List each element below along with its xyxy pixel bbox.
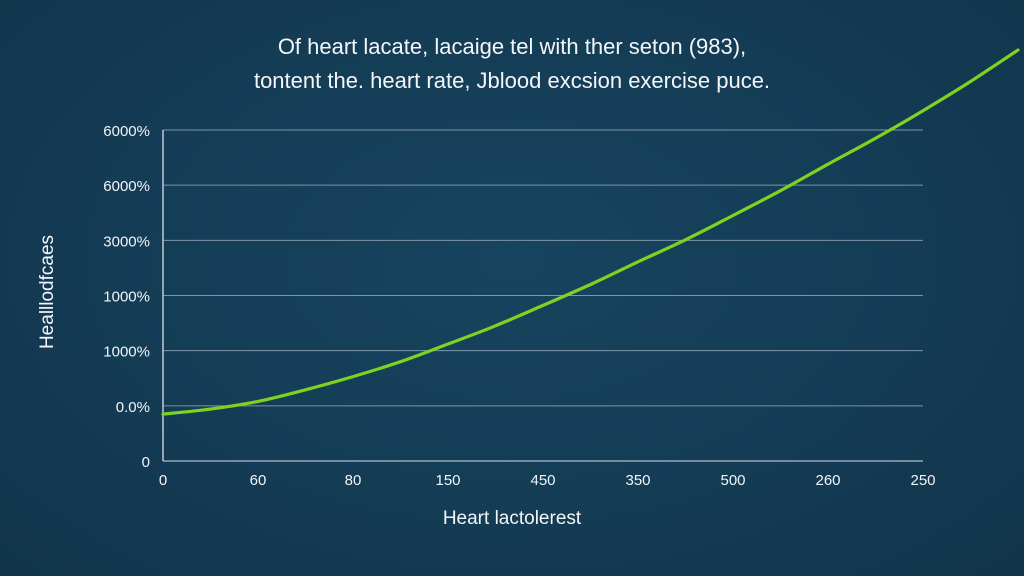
y-tick-label: 6000% — [103, 178, 150, 195]
y-tick-label: 0 — [142, 454, 150, 471]
x-axis-label: Heart lactolerest — [442, 508, 582, 529]
x-tick-label: 350 — [625, 472, 650, 489]
y-tick-label: 1000% — [103, 289, 150, 306]
y-tick-label: 0.0% — [116, 399, 150, 416]
x-tick-label: 80 — [345, 472, 362, 489]
series-line — [161, 48, 1020, 416]
x-tick-label: 260 — [815, 472, 840, 489]
x-tick-label: 250 — [910, 472, 935, 489]
y-tick-label: 1000% — [103, 344, 150, 361]
x-tick-label: 150 — [435, 472, 460, 489]
y-tick-label: 3000% — [103, 233, 150, 250]
chart-title: Of heart lacate, lacaige tel with ther s… — [0, 30, 1024, 98]
y-tick-label: 6000% — [103, 123, 150, 140]
chart-title-line-1: Of heart lacate, lacaige tel with ther s… — [277, 34, 747, 59]
chart-title-line-2: tontent the. heart rate, Jblood excsion … — [253, 68, 771, 93]
x-tick-label: 450 — [530, 472, 555, 489]
y-axis-label: Healllodfcaes — [37, 234, 58, 350]
x-tick-label: 500 — [720, 472, 745, 489]
x-tick-label: 0 — [159, 472, 167, 489]
x-tick-label: 60 — [250, 472, 267, 489]
